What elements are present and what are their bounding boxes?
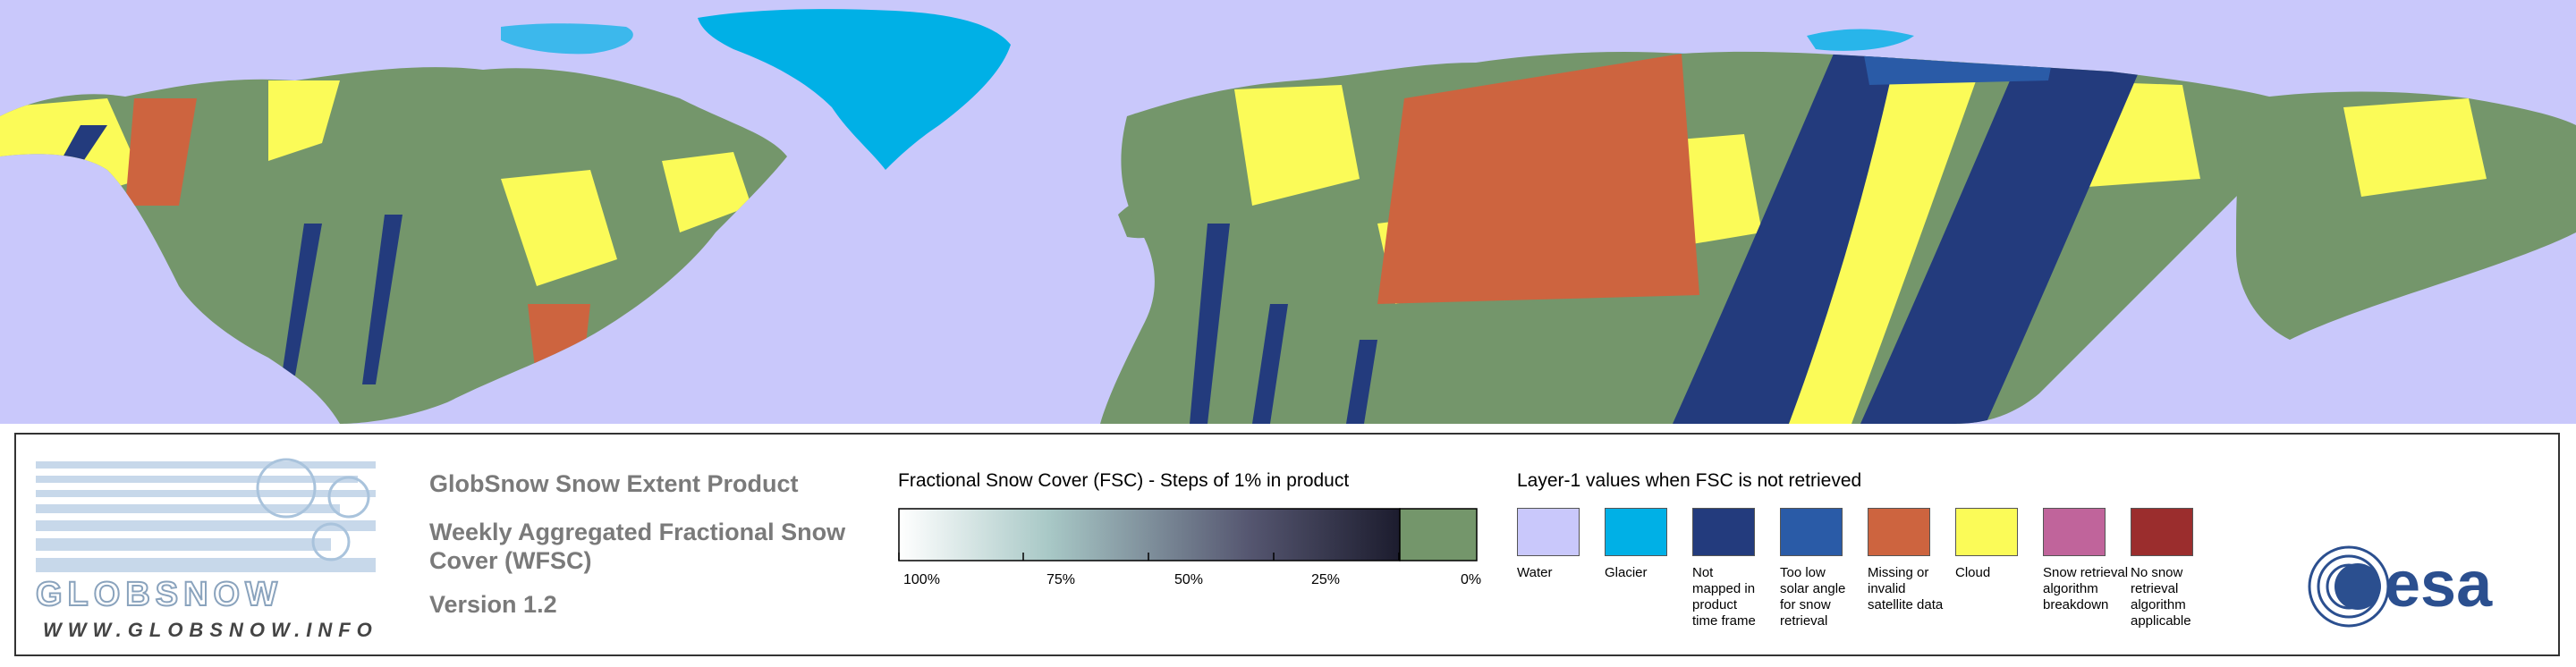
swatch-low-solar-angle (1780, 508, 1843, 556)
label-not-mapped: Not mapped in product time frame (1692, 565, 1756, 629)
swatch-cloud (1955, 508, 2018, 556)
fsc-tick-100: 100% (903, 572, 940, 587)
swatch-no-algorithm (2131, 508, 2193, 556)
fsc-colorbar (898, 508, 1478, 561)
label-algorithm-breakdown: Snow retrieval algorithm breakdown (2043, 565, 2129, 612)
snow-cover-map (0, 0, 2576, 424)
label-glacier: Glacier (1605, 565, 1648, 580)
swatch-glacier (1605, 508, 1667, 556)
globsnow-wordmark: GLOBSNOW (35, 575, 283, 614)
swatch-missing-data (1868, 508, 1930, 556)
fsc-tick-0: 0% (1461, 572, 1482, 587)
legend-panel: GLOBSNOW WWW.GLOBSNOW.INFO GlobSnow Snow… (14, 433, 2560, 656)
esa-wordmark: esa (2385, 549, 2493, 621)
globsnow-url: WWW.GLOBSNOW.INFO (43, 619, 378, 641)
fsc-legend-title: Fractional Snow Cover (FSC) - Steps of 1… (898, 470, 1350, 491)
globsnow-logo (36, 458, 376, 572)
product-titles: GlobSnow Snow Extent Product Weekly Aggr… (429, 470, 894, 619)
product-subtitle: Weekly Aggregated Fractional Snow Cover … (429, 519, 846, 574)
fsc-tick-25: 25% (1311, 572, 1341, 587)
fsc-tick-75: 75% (1046, 572, 1076, 587)
label-cloud: Cloud (1955, 565, 1991, 580)
esa-logo: esa (2308, 545, 2493, 628)
label-no-algorithm: No snow retrieval algorithm applicable (2131, 565, 2191, 629)
swatch-algorithm-breakdown (2043, 508, 2106, 556)
label-water: Water (1517, 565, 1553, 580)
label-missing-data: Missing or invalid satellite data (1868, 565, 1944, 612)
swatch-not-mapped (1692, 508, 1755, 556)
product-version: Version 1.2 (429, 591, 557, 618)
fsc-tick-50: 50% (1174, 572, 1204, 587)
layer1-legend-title: Layer-1 values when FSC is not retrieved (1517, 470, 1862, 491)
label-low-solar-angle: Too low solar angle for snow retrieval (1780, 565, 1846, 629)
swatch-water (1517, 508, 1580, 556)
product-title: GlobSnow Snow Extent Product (429, 470, 799, 497)
